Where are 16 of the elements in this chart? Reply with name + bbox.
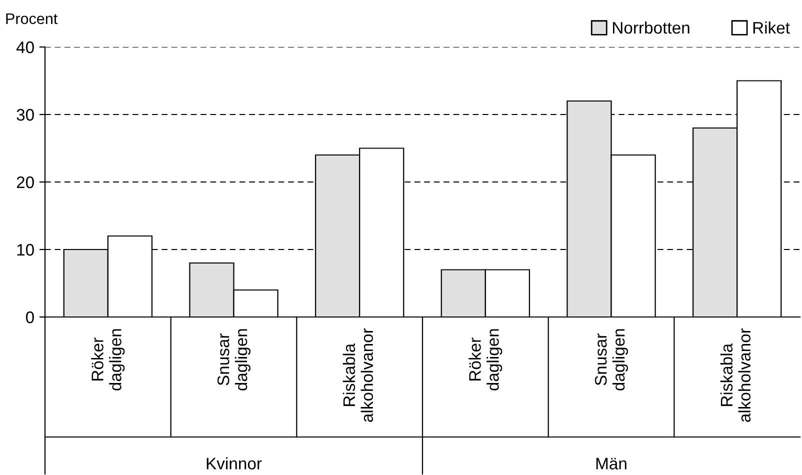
y-tick-label: 0 (26, 311, 34, 324)
y-tick-label: 30 (16, 108, 34, 121)
text: Kvinnor (206, 457, 262, 470)
legend-label: Riket (753, 21, 790, 34)
x-tick-label: Snusar dagligen (217, 329, 250, 390)
y-tick-label: 40 (16, 41, 34, 54)
y-axis-title: Procent (6, 13, 58, 24)
y-tick-label: 20 (16, 176, 34, 188)
x-tick-label: Röker dagligen (468, 329, 502, 390)
text: Män (596, 458, 626, 470)
x-tick-label: Röker dagligen (91, 329, 125, 390)
x-tick-label: Riskabla alkoholvanor (342, 328, 374, 422)
x-tick-label: Riskabla alkoholvanor (720, 328, 751, 422)
x-tick-label: Snusar dagligen (594, 329, 628, 390)
legend-label: Norrbotten (612, 21, 690, 34)
y-tick-label: 10 (17, 244, 34, 256)
